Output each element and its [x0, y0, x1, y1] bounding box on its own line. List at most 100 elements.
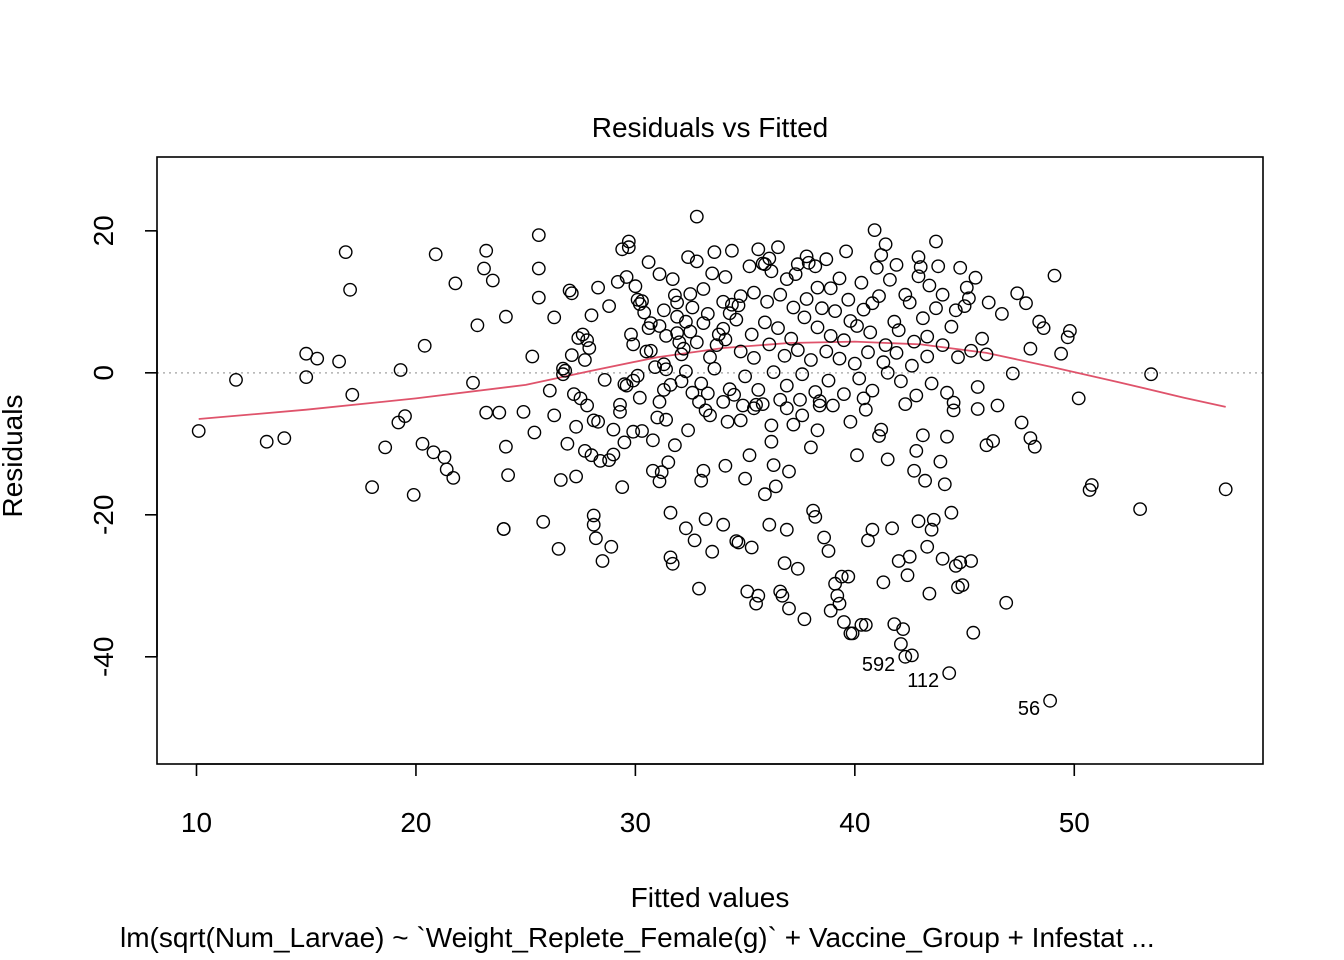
data-point	[527, 425, 542, 440]
data-point	[920, 539, 935, 554]
data-point	[841, 569, 856, 584]
data-point	[850, 319, 864, 333]
data-point	[837, 615, 851, 629]
data-point	[946, 403, 961, 418]
data-point	[790, 343, 805, 357]
data-point	[191, 424, 206, 438]
data-point	[758, 315, 772, 330]
data-point	[626, 373, 641, 388]
points-layer	[191, 209, 1233, 708]
data-point	[856, 391, 871, 406]
y-tick-label: -40	[88, 637, 119, 677]
data-point	[597, 372, 612, 387]
data-point	[837, 333, 851, 348]
data-point	[674, 347, 689, 362]
chart-title: Residuals vs Fitted	[591, 112, 829, 143]
data-point	[479, 405, 494, 420]
data-point	[929, 301, 943, 316]
data-point	[847, 356, 862, 371]
data-point	[940, 385, 954, 400]
data-point	[632, 297, 647, 311]
data-point	[810, 423, 825, 438]
data-point	[345, 387, 360, 402]
data-point	[924, 522, 939, 537]
data-point	[571, 331, 586, 345]
data-point	[621, 240, 636, 255]
data-point	[894, 637, 908, 651]
data-point	[343, 282, 357, 297]
data-point	[652, 394, 667, 409]
data-point	[729, 534, 744, 548]
data-point	[1010, 286, 1025, 301]
y-axis: -40 -20 0 20	[88, 215, 158, 677]
data-point	[716, 321, 731, 336]
data-point	[1071, 391, 1086, 406]
data-point	[856, 302, 871, 317]
data-point	[606, 422, 621, 437]
data-point	[560, 436, 575, 451]
data-point	[657, 303, 671, 318]
data-point	[652, 319, 667, 333]
outlier-label: 56	[1018, 698, 1040, 720]
data-point	[815, 301, 829, 316]
data-point	[718, 458, 733, 473]
data-point	[586, 517, 601, 532]
data-point	[841, 292, 856, 307]
data-point	[1023, 431, 1038, 445]
data-point	[948, 303, 963, 318]
data-point	[922, 278, 937, 293]
data-point	[332, 354, 346, 369]
data-point	[707, 361, 722, 376]
data-point	[999, 595, 1014, 610]
data-point	[683, 287, 698, 301]
data-point	[692, 581, 706, 596]
data-point	[663, 550, 678, 565]
y-tick-label: -20	[88, 495, 119, 535]
data-point	[894, 374, 908, 389]
data-point	[762, 517, 777, 532]
data-point	[907, 463, 921, 478]
data-point	[834, 569, 849, 584]
data-point	[569, 469, 583, 484]
data-point	[1084, 478, 1099, 492]
data-point	[700, 306, 715, 321]
data-point	[874, 422, 889, 437]
data-point	[525, 349, 540, 364]
data-point	[466, 375, 480, 390]
data-point	[795, 367, 810, 382]
data-point	[804, 353, 818, 367]
data-point	[1054, 346, 1069, 361]
x-tick-label: 20	[400, 807, 431, 838]
data-point	[1047, 268, 1062, 283]
data-point	[553, 473, 568, 487]
data-point	[747, 350, 761, 365]
data-point	[758, 487, 772, 502]
data-point	[1060, 330, 1075, 345]
data-point	[595, 554, 610, 568]
data-point	[696, 463, 711, 478]
data-point	[663, 505, 678, 520]
data-point	[637, 305, 652, 320]
data-point	[632, 390, 647, 405]
data-point	[556, 361, 570, 376]
data-point	[584, 308, 599, 323]
data-point	[905, 648, 919, 663]
data-point	[277, 431, 292, 445]
data-point	[659, 412, 673, 427]
data-point	[878, 338, 893, 352]
data-point	[703, 408, 717, 423]
data-point	[498, 439, 513, 454]
data-point	[1019, 296, 1033, 311]
data-point	[797, 612, 812, 627]
data-point	[580, 333, 594, 348]
data-point	[883, 272, 897, 287]
data-point	[415, 436, 430, 451]
data-point	[661, 455, 676, 470]
data-point	[747, 285, 761, 300]
data-point	[962, 291, 976, 306]
x-axis-label: Fitted values	[630, 882, 790, 913]
data-point	[944, 319, 959, 334]
data-point	[621, 234, 636, 249]
data-point	[828, 304, 842, 318]
data-point	[790, 561, 805, 576]
